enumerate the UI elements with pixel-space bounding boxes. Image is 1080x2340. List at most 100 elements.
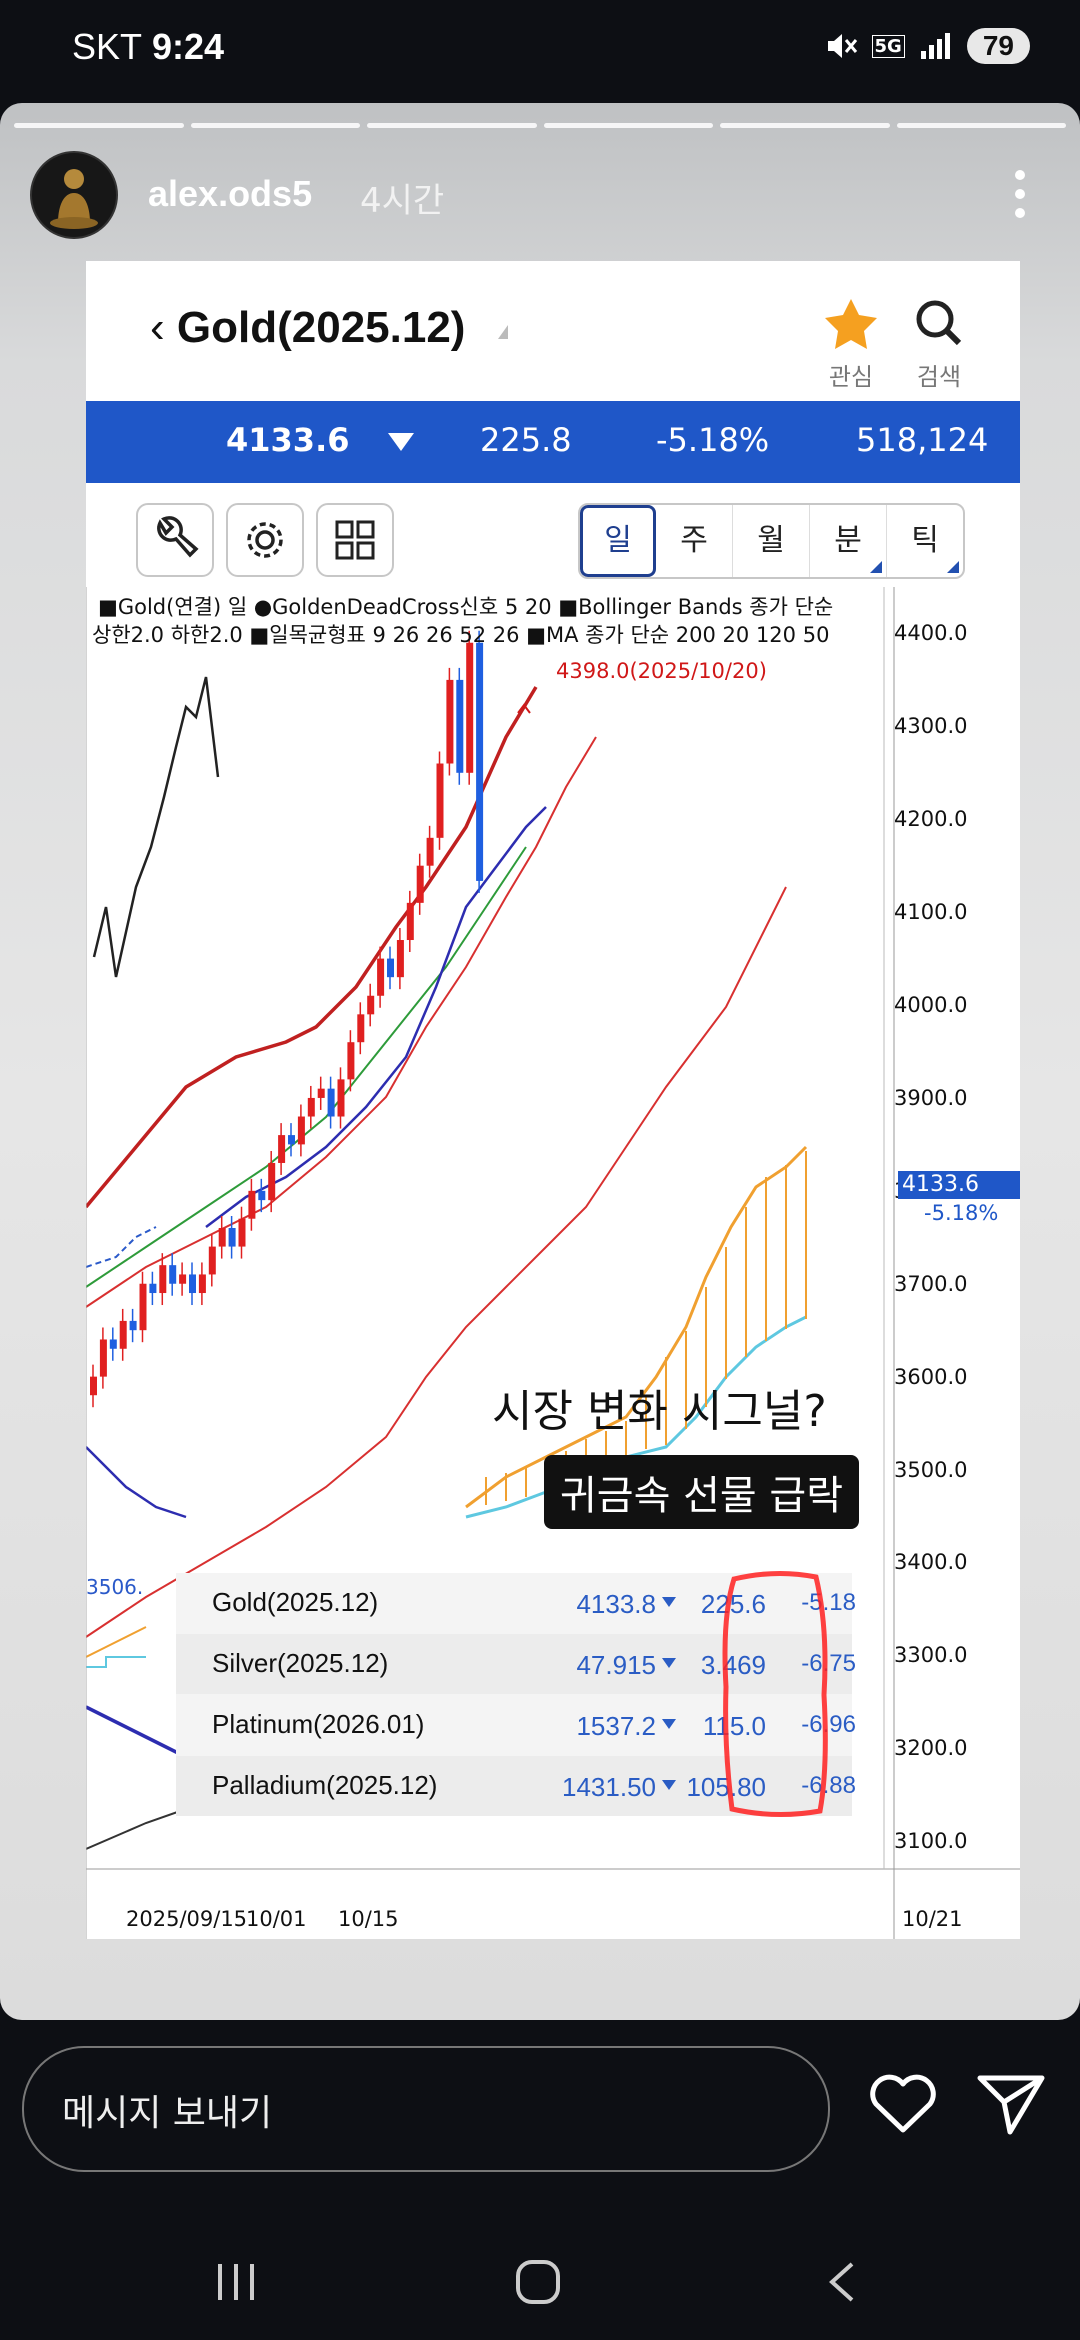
- candle: [218, 1228, 226, 1247]
- candle: [149, 1283, 157, 1294]
- futures-price: 47.915: [576, 1650, 656, 1680]
- futures-pct: -6.75: [801, 1650, 856, 1677]
- candle: [90, 1376, 97, 1396]
- signal-icon: [920, 33, 950, 59]
- back-icon[interactable]: [824, 2260, 860, 2304]
- legend-line-2: 상한2.0 하한2.0 ■일목균형표 9 26 26 52 26 ■MA 종가 …: [92, 623, 830, 647]
- story-time: 4시간: [360, 181, 445, 221]
- futures-row: Platinum(2026.01) 1537.2 115.0 -6.96: [176, 1695, 856, 1755]
- candle: [406, 902, 414, 941]
- candle: [367, 995, 375, 1015]
- lagging-span: [92, 676, 220, 978]
- high-annotation: 4398.0(2025/10/20): [556, 659, 767, 683]
- favorite-button: 관심: [816, 297, 886, 392]
- futures-table: Gold(2025.12) 4133.8 225.6 -5.18 Silver(2025…: [176, 1573, 856, 1816]
- candle: [208, 1246, 216, 1275]
- message-input[interactable]: [22, 2046, 830, 2172]
- futures-pct: -6.96: [801, 1711, 856, 1738]
- futures-name: Palladium(2025.12): [212, 1770, 438, 1800]
- app-title: ‹ Gold(2025.12): [150, 303, 465, 353]
- bollinger-lower: [86, 886, 787, 1638]
- submenu-corner-icon: [947, 561, 959, 573]
- send-icon[interactable]: [976, 2070, 1046, 2136]
- high-marker-icon: [517, 703, 531, 714]
- chart-area: ■Gold(연결) 일 ●GoldenDeadCross신호 5 20 ■Bol…: [86, 587, 1020, 1939]
- avatar[interactable]: [30, 151, 118, 239]
- period-tab-0: 일: [580, 505, 656, 577]
- candle: [426, 837, 434, 866]
- y-tick-label: 3100.0: [894, 1829, 968, 1854]
- recent-apps-icon[interactable]: [214, 2260, 258, 2304]
- bollinger-value: 3506.: [86, 1575, 144, 1599]
- candle: [248, 1190, 256, 1219]
- current-price-percent: -5.18%: [924, 1201, 999, 1225]
- y-tick-label: 4100.0: [894, 900, 968, 925]
- tool-button: [136, 503, 214, 577]
- y-tick-label: 3300.0: [894, 1643, 968, 1668]
- battery-badge: 79: [966, 28, 1030, 64]
- candle: [337, 1079, 345, 1117]
- candle: [327, 1088, 335, 1117]
- story-card[interactable]: alex.ods5 4시간 ‹ Gold(2025.12) 관심 검색 4133…: [0, 103, 1080, 2020]
- y-tick-label: 3900.0: [894, 1085, 968, 1110]
- legend-line-1: ■Gold(연결) 일 ●GoldenDeadCross신호 5 20 ■Bol…: [98, 595, 834, 619]
- back-chevron-icon: ‹: [150, 303, 165, 352]
- home-icon[interactable]: [514, 2258, 562, 2306]
- story-progress-segment: [896, 123, 1066, 128]
- x-tick-label: 10/01: [246, 1907, 307, 1931]
- story-username[interactable]: alex.ods5: [148, 173, 313, 214]
- search-label: 검색: [916, 363, 962, 391]
- y-tick-label: 3600.0: [894, 1364, 968, 1389]
- down-triangle-icon: [662, 1780, 676, 1790]
- candle: [347, 1042, 355, 1080]
- candle: [466, 642, 474, 773]
- down-triangle-icon: [388, 433, 414, 451]
- candle: [228, 1228, 236, 1247]
- futures-change: 225.6: [700, 1589, 766, 1619]
- candle: [129, 1320, 137, 1331]
- story-progress-segment: [543, 123, 713, 128]
- y-tick-label: 4200.0: [894, 807, 968, 832]
- buddha-statue-icon: [50, 169, 98, 229]
- candle: [446, 679, 454, 764]
- story-progress-segment: [720, 123, 890, 128]
- carrier-time: SKT 9:24: [72, 26, 224, 68]
- candle: [99, 1339, 107, 1377]
- candle: [268, 1162, 276, 1201]
- message-placeholder: 메시지 보내기: [62, 2093, 273, 2134]
- search-icon: [916, 300, 962, 346]
- bollinger-mid: [86, 736, 597, 1308]
- quote-volume: 518,124: [856, 421, 989, 459]
- candle: [159, 1265, 167, 1294]
- ma-navy-2: [86, 1705, 187, 1759]
- bb-blue-left: [86, 1226, 157, 1268]
- candle: [278, 1135, 286, 1163]
- y-tick-label: 3400.0: [894, 1550, 968, 1575]
- status-icons: 5G 79: [824, 28, 1030, 64]
- candle: [456, 679, 464, 773]
- futures-pct: -6.88: [801, 1772, 856, 1799]
- app-header: ‹ Gold(2025.12) 관심 검색: [86, 261, 1020, 401]
- x-tick-label: 10/15: [338, 1907, 399, 1931]
- futures-name: Silver(2025.12): [212, 1648, 389, 1678]
- y-tick-label: 4300.0: [894, 714, 968, 739]
- title-dropdown-icon: [498, 325, 508, 339]
- futures-price: 4133.8: [576, 1589, 656, 1619]
- grid-icon: [335, 520, 375, 560]
- down-triangle-icon: [662, 1597, 676, 1607]
- story-image: ‹ Gold(2025.12) 관심 검색 4133.6 225.8 -5.18…: [86, 261, 1020, 1939]
- candle: [109, 1339, 117, 1349]
- more-options-icon[interactable]: [1014, 169, 1026, 219]
- heart-icon[interactable]: [868, 2072, 938, 2136]
- period-tab-2: 월: [733, 505, 810, 577]
- carrier: SKT: [72, 26, 143, 67]
- futures-price: 1431.50: [562, 1772, 656, 1802]
- candle: [436, 763, 444, 838]
- network-label: 5G: [871, 34, 905, 58]
- status-bar: SKT 9:24 5G 79: [0, 0, 1080, 100]
- candle: [288, 1135, 295, 1145]
- price-chart: [86, 587, 1020, 1939]
- candle: [238, 1218, 246, 1247]
